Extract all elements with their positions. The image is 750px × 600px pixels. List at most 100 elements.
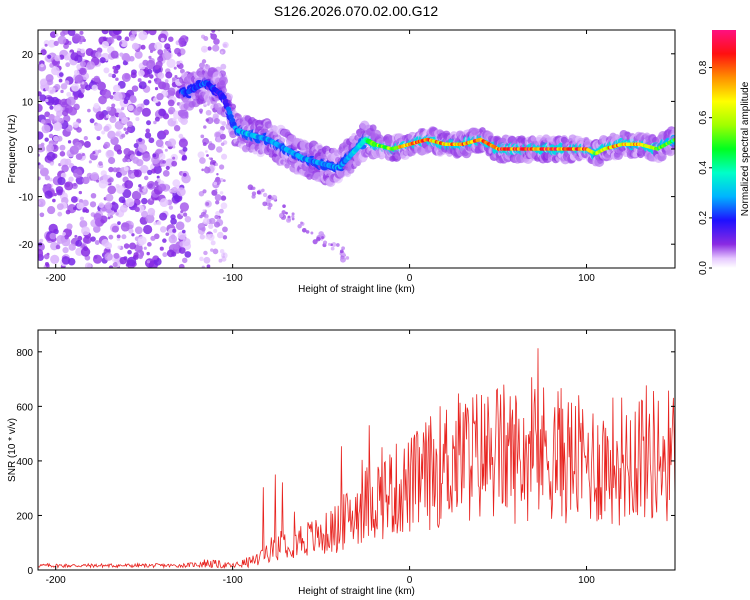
spectrogram-ridge-halo: [204, 64, 211, 70]
spectrogram-noise-blob: [115, 212, 119, 216]
spectrogram-noise-blob: [60, 172, 67, 179]
spectrogram-noise-blob: [164, 43, 171, 50]
spectrogram-noise-blob: [58, 78, 63, 83]
spectrogram-noise-blob: [127, 159, 131, 163]
spectrogram-noise-blob: [124, 36, 130, 42]
spectrogram-noise-blob: [84, 84, 91, 91]
spectrogram-noise-blob: [81, 226, 90, 236]
snr-x-ticks: -200 -100 0 100: [46, 330, 595, 586]
spectrogram-noise-blob: [168, 234, 178, 244]
snr-x-tick-label: -200: [46, 575, 66, 586]
spectrogram-noise-blob: [135, 117, 140, 122]
spectrogram-noise-blob: [183, 212, 188, 217]
spectrogram-noise-blob: [178, 133, 184, 139]
spectrogram-noise-blob: [166, 249, 175, 258]
spectrogram-noise-blob: [72, 121, 80, 128]
spectrogram-noise-blob: [98, 161, 103, 166]
spectrogram-noise-blob: [207, 143, 216, 151]
spectrogram-ridge-halo: [284, 163, 290, 169]
spectrogram-noise-blob: [49, 31, 57, 38]
spectrogram-noise-blob: [65, 62, 71, 68]
spectrogram-noise-blob: [149, 49, 154, 53]
spectrogram-noise-blob: [92, 254, 103, 264]
spectrogram-noise-blob: [158, 108, 167, 117]
spectrogram-noise-blob: [107, 36, 114, 44]
colorbar-tick-label: 0.4: [698, 160, 709, 174]
spectrogram-noise-blob: [48, 133, 54, 139]
snr-y-tick-label: 400: [16, 457, 33, 468]
spectrogram-noise-blob: [68, 243, 76, 251]
spectrogram-noise-blob: [197, 151, 205, 159]
spectrogram-noise-blob: [76, 202, 84, 210]
spectrogram-noise-blob: [130, 72, 137, 79]
colorbar-tick-label: 0.8: [698, 60, 709, 74]
spectrogram-noise-blob: [154, 42, 163, 51]
spectrogram-noise-blob: [94, 240, 100, 245]
spectrogram-noise-blob: [174, 74, 178, 79]
spectrogram-noise-blob: [140, 103, 145, 108]
spectrogram-noise-blob: [218, 258, 223, 263]
spectrogram-noise-blob: [143, 246, 147, 250]
spectrogram-noise-blob: [220, 252, 228, 259]
spectrogram-noise-blob: [204, 213, 209, 219]
colorbar: 0.0 0.2 0.4 0.6 0.8 Normalized spectral ampl…: [698, 30, 750, 275]
spectrogram-noise-blob: [119, 204, 128, 213]
spectrogram-noise-blob: [131, 190, 142, 201]
spectrogram-noise-blob: [170, 218, 177, 225]
spectrogram-noise-blob: [215, 210, 221, 217]
spectrogram-noise-blob: [156, 175, 160, 179]
spectrogram-noise-blob: [163, 129, 169, 136]
spectrogram-noise-blob: [123, 127, 127, 131]
spectrogram-noise-blob: [116, 149, 123, 155]
spectrogram-noise-blob: [103, 67, 110, 74]
snr-x-tick-label: 100: [578, 575, 595, 586]
spectrogram-ridge-halo: [226, 93, 234, 100]
spectrogram-noise-blob: [67, 140, 72, 144]
spectrogram-noise-blob: [56, 234, 66, 244]
spectrogram-noise-blob: [201, 168, 204, 172]
spectrogram-noise-blob: [93, 102, 100, 109]
spectrogram-noise-blob: [44, 43, 48, 47]
spectrogram-noise-blob: [208, 157, 212, 160]
spectrogram-noise-blob: [220, 202, 228, 210]
spectrogram-noise-blob: [62, 231, 66, 236]
spectrogram-noise-blob: [89, 201, 97, 208]
spectrogram-noise-blob: [202, 142, 207, 147]
spectrogram-noise-blob: [138, 81, 147, 90]
spectrogram-noise-blob: [45, 98, 49, 103]
spectrogram-noise-blob: [321, 235, 325, 239]
spectrogram-noise-blob: [99, 215, 108, 224]
spectrogram-noise-blob: [111, 103, 116, 108]
spectrogram-noise-blob: [153, 255, 158, 260]
spectrogram-y-tick-label: -20: [19, 240, 34, 251]
spectrogram-noise-blob: [118, 196, 126, 203]
spectrogram-noise-blob: [184, 216, 192, 223]
spectrogram-noise-blob: [90, 192, 97, 199]
spectrogram-noise-blob: [262, 201, 268, 207]
spectrogram-noise-blob: [97, 80, 102, 85]
spectrogram-noise-blob: [282, 204, 286, 208]
figure-title: S126.2026.070.02.00.G12: [274, 3, 438, 19]
spectrogram-noise-blob: [301, 227, 307, 233]
spectrogram-noise-blob: [133, 44, 139, 49]
spectrogram-ridge-halo: [671, 128, 675, 135]
spectrogram-noise-blob: [43, 253, 50, 260]
spectrogram-noise-blob: [164, 148, 168, 152]
spectrogram-noise-blob: [118, 111, 126, 120]
spectrogram-blobs: [38, 30, 675, 268]
spectrogram-noise-blob: [60, 83, 68, 90]
spectrogram-noise-blob: [121, 133, 126, 138]
spectrogram-noise-blob: [123, 243, 130, 249]
spectrogram-noise-blob: [140, 165, 149, 174]
spectrogram-noise-blob: [172, 243, 179, 250]
spectrogram-noise-blob: [49, 105, 54, 110]
spectrogram-ridge-halo: [369, 124, 377, 132]
spectrogram-noise-blob: [97, 149, 102, 153]
spectrogram-ridge-halo: [218, 76, 228, 86]
spectrogram-noise-blob: [42, 78, 46, 82]
spectrogram-noise-blob: [64, 234, 69, 240]
spectrogram-noise-blob: [52, 198, 56, 203]
spectrogram-noise-blob: [38, 164, 44, 170]
spectrogram-noise-blob: [76, 167, 80, 171]
spectrogram-noise-blob: [96, 179, 100, 183]
